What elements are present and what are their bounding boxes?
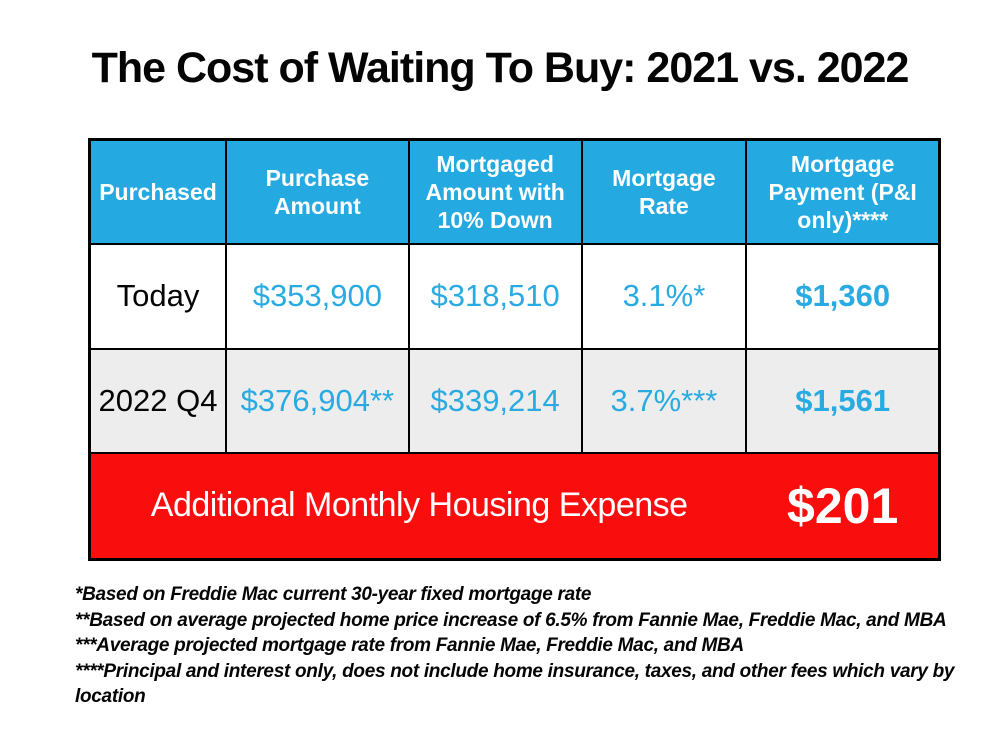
header-cell-mortgage-rate: Mortgage Rate (582, 141, 748, 246)
row-2022q4-purchase-amount: $376,904** (227, 349, 410, 454)
row-today-purchase-amount: $353,900 (227, 245, 410, 350)
cost-comparison-table: Purchased Purchase Amount Mortgaged Amou… (88, 138, 941, 561)
footnote-line-2: **Based on average projected home price … (75, 609, 947, 631)
row-today-mortgaged-amount: $318,510 (409, 245, 583, 350)
page-title: The Cost of Waiting To Buy: 2021 vs. 202… (91, 44, 910, 92)
row-2022q4-label: 2022 Q4 (91, 349, 228, 454)
summary-expense-label: Additional Monthly Housing Expense (91, 453, 748, 558)
summary-expense-value: $201 (747, 453, 938, 558)
header-cell-purchase-amount: Purchase Amount (227, 141, 410, 246)
footnote-line-3: ***Average projected mortgage rate from … (75, 635, 744, 656)
row-2022q4-mortgage-rate: 3.7%*** (582, 349, 748, 454)
row-today-mortgage-payment: $1,360 (747, 245, 938, 350)
row-today-label: Today (91, 245, 228, 350)
header-cell-mortgaged-amount: Mortgaged Amount with 10% Down (409, 141, 583, 246)
footnote-line-1: *Based on Freddie Mac current 30-year fi… (75, 584, 592, 605)
footnote-line-4: ****Principal and interest only, does no… (75, 660, 955, 708)
row-2022q4-mortgaged-amount: $339,214 (409, 349, 583, 454)
footnotes: *Based on Freddie Mac current 30-year fi… (75, 582, 965, 710)
header-cell-mortgage-payment: Mortgage Payment (P&I only)**** (747, 141, 938, 246)
header-cell-purchased: Purchased (91, 141, 228, 246)
row-today-mortgage-rate: 3.1%* (582, 245, 748, 350)
row-2022q4-mortgage-payment: $1,561 (747, 349, 938, 454)
